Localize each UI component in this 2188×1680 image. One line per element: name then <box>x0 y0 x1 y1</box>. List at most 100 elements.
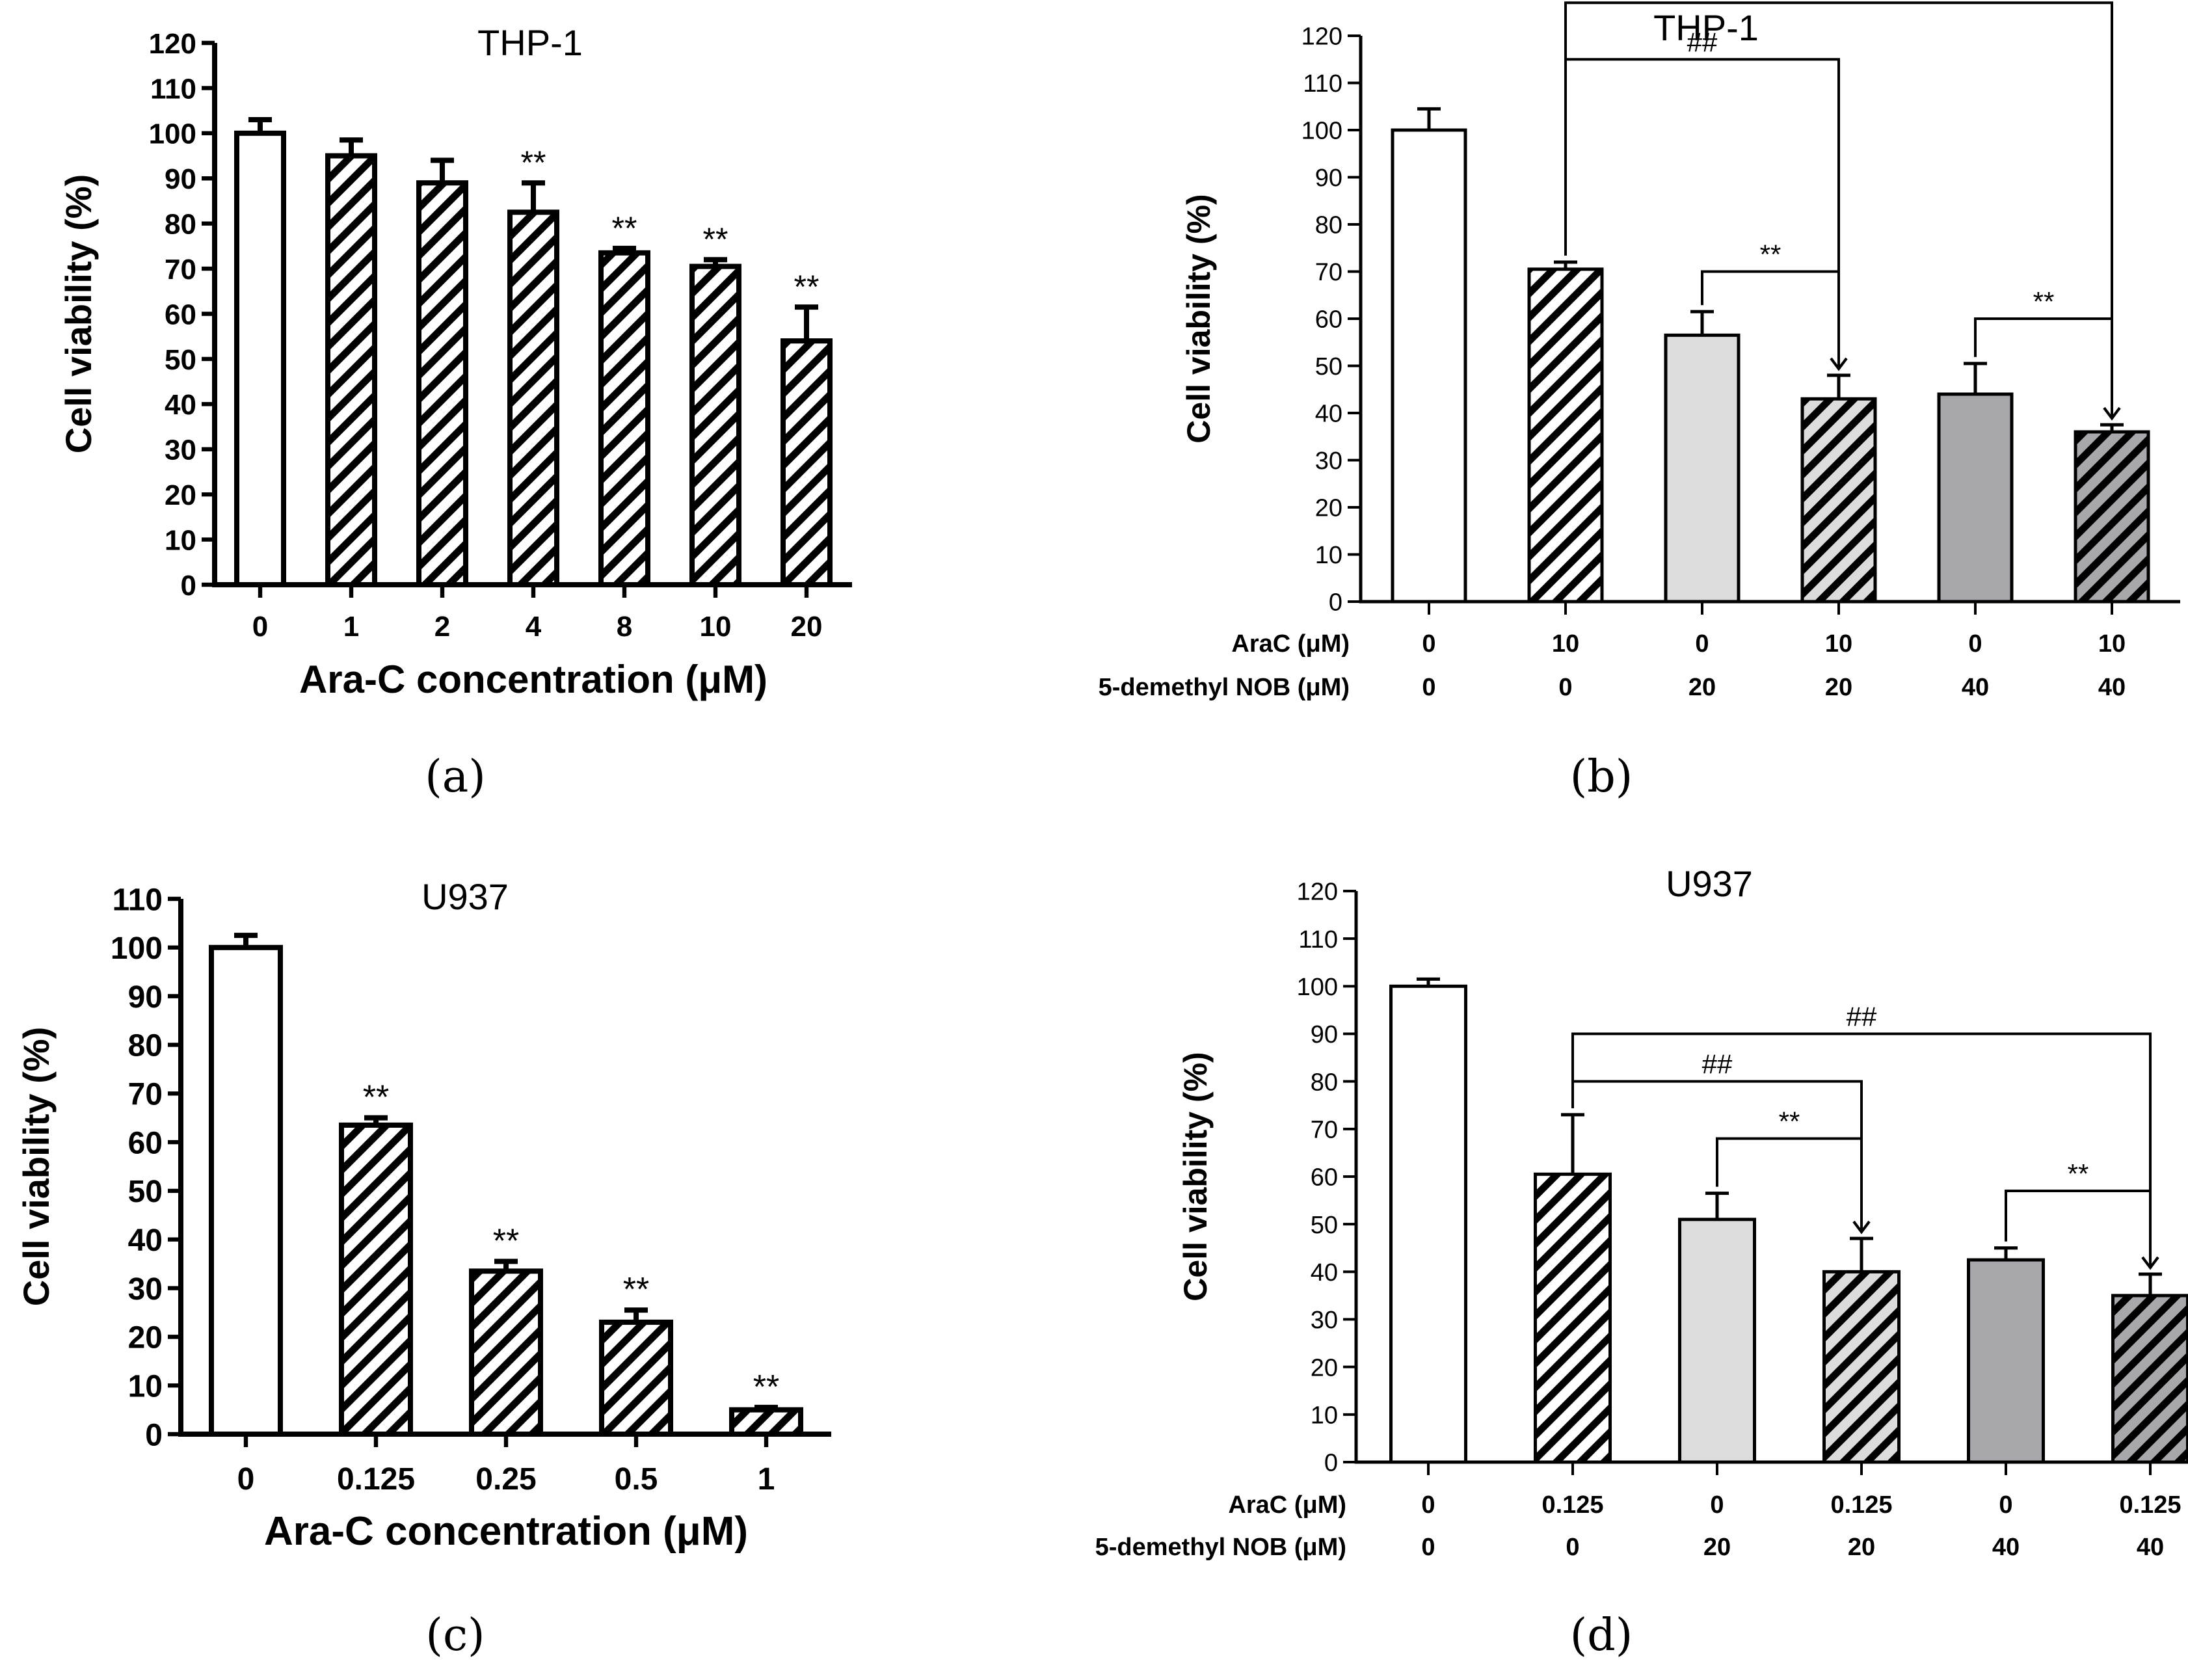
x-tick-label: 0 <box>237 1462 255 1497</box>
row-value: 0 <box>1968 630 1982 658</box>
bar <box>507 209 559 587</box>
x-tick-label: 4 <box>526 611 542 643</box>
x-tick-label: 0.5 <box>615 1462 658 1497</box>
y-tick-label: 50 <box>165 344 196 376</box>
bar <box>1664 333 1741 604</box>
y-tick-label: 110 <box>150 73 196 105</box>
comparison-label: ** <box>1760 239 1781 270</box>
x-tick-label: 1 <box>758 1462 775 1497</box>
comparison-arrowhead <box>2141 1256 2159 1270</box>
comparison-label: ## <box>1702 1049 1733 1080</box>
y-tick-label: 80 <box>128 1029 163 1063</box>
row-label: 5-demethyl NOB (μM) <box>1095 1534 1346 1561</box>
panel-a-label: (a) <box>425 751 486 803</box>
bar <box>689 263 741 587</box>
x-tick-label: 0 <box>252 611 268 643</box>
y-tick-label: 110 <box>113 883 163 917</box>
bar <box>1937 392 2014 604</box>
y-tick-label: 120 <box>1301 23 1342 51</box>
y-tick-label: 40 <box>128 1223 163 1258</box>
significance-label: ** <box>363 1079 389 1117</box>
panel-c-label: (c) <box>425 1610 485 1661</box>
comparison-label: ## <box>1687 27 1718 57</box>
x-axis-title: Ara-C concentration (μM) <box>264 1509 748 1554</box>
bar <box>416 180 468 588</box>
x-tick-label: 20 <box>791 611 823 643</box>
bar <box>598 250 650 587</box>
y-tick-label: 100 <box>149 118 196 150</box>
y-tick-label: 30 <box>1311 1307 1338 1334</box>
y-tick-label: 90 <box>1311 1021 1338 1048</box>
y-tick-label: 90 <box>128 980 163 1015</box>
y-tick-label: 70 <box>1311 1117 1338 1144</box>
comparison-arrowhead <box>1852 1220 1871 1234</box>
comparison-label: ## <box>1847 1002 1877 1032</box>
row-value: 0 <box>1558 674 1572 701</box>
bar <box>1967 1258 2045 1464</box>
row-value: 40 <box>2098 674 2126 701</box>
x-tick-label: 2 <box>434 611 450 643</box>
y-tick-label: 20 <box>1311 1354 1338 1381</box>
x-tick-label: 0.25 <box>475 1462 536 1497</box>
y-tick-label: 0 <box>145 1418 163 1452</box>
bar <box>599 1319 673 1437</box>
bar <box>1391 128 1467 604</box>
row-value: 20 <box>1848 1534 1875 1561</box>
y-tick-label: 10 <box>165 524 196 556</box>
significance-label: ** <box>794 269 820 305</box>
comparison-label: ** <box>2068 1158 2089 1189</box>
y-tick-label: 60 <box>1315 306 1342 334</box>
row-value: 40 <box>1992 1534 2020 1561</box>
y-tick-label: 90 <box>1315 165 1342 192</box>
row-value: 0 <box>1695 630 1709 658</box>
comparison-bracket <box>1974 317 2113 419</box>
significance-label: ** <box>493 1222 519 1260</box>
bar <box>1389 984 1467 1464</box>
bar <box>1678 1218 1756 1464</box>
row-value: 20 <box>1688 674 1716 701</box>
y-axis-title: Cell viability (%) <box>1177 1052 1214 1301</box>
y-tick-label: 110 <box>1298 926 1338 953</box>
y-tick-label: 20 <box>165 479 196 511</box>
y-tick-label: 40 <box>165 389 196 421</box>
y-tick-label: 20 <box>1315 495 1342 522</box>
comparison-bracket <box>1571 1032 2152 1268</box>
y-tick-label: 30 <box>128 1272 163 1307</box>
y-tick-label: 50 <box>128 1175 163 1209</box>
bar <box>1527 267 1604 604</box>
y-tick-label: 100 <box>1297 974 1338 1001</box>
row-label: AraC (μM) <box>1231 630 1350 658</box>
panel-d-label: (d) <box>1569 1610 1633 1661</box>
y-tick-label: 70 <box>128 1078 163 1112</box>
significance-label: ** <box>703 221 728 258</box>
y-tick-label: 20 <box>128 1321 163 1355</box>
row-value: 10 <box>1825 630 1852 658</box>
x-axis-title: Ara-C concentration (μM) <box>299 658 767 701</box>
y-axis-title: Cell viability (%) <box>16 1027 57 1306</box>
y-tick-label: 120 <box>149 28 196 60</box>
bar <box>1534 1172 1612 1464</box>
chart-title: THP-1 <box>1653 7 1759 48</box>
significance-label: ** <box>623 1271 649 1309</box>
bar <box>2074 430 2150 604</box>
significance-label: ** <box>753 1368 779 1406</box>
row-value: 40 <box>2137 1534 2164 1561</box>
row-value: 0 <box>1422 630 1435 658</box>
row-value: 0.125 <box>2119 1491 2181 1519</box>
bar <box>469 1268 543 1437</box>
row-label: AraC (μM) <box>1228 1491 1346 1519</box>
y-tick-label: 60 <box>1311 1164 1338 1192</box>
comparison-bracket <box>1701 270 1840 369</box>
bar <box>1800 397 1877 604</box>
y-tick-label: 120 <box>1297 879 1338 906</box>
significance-label: ** <box>612 210 637 247</box>
y-tick-label: 40 <box>1311 1259 1338 1287</box>
x-tick-label: 0.125 <box>337 1462 415 1497</box>
row-value: 20 <box>1825 674 1852 701</box>
comparison-bracket <box>2005 1189 2152 1268</box>
x-tick-label: 10 <box>700 611 732 643</box>
bar <box>729 1407 803 1437</box>
